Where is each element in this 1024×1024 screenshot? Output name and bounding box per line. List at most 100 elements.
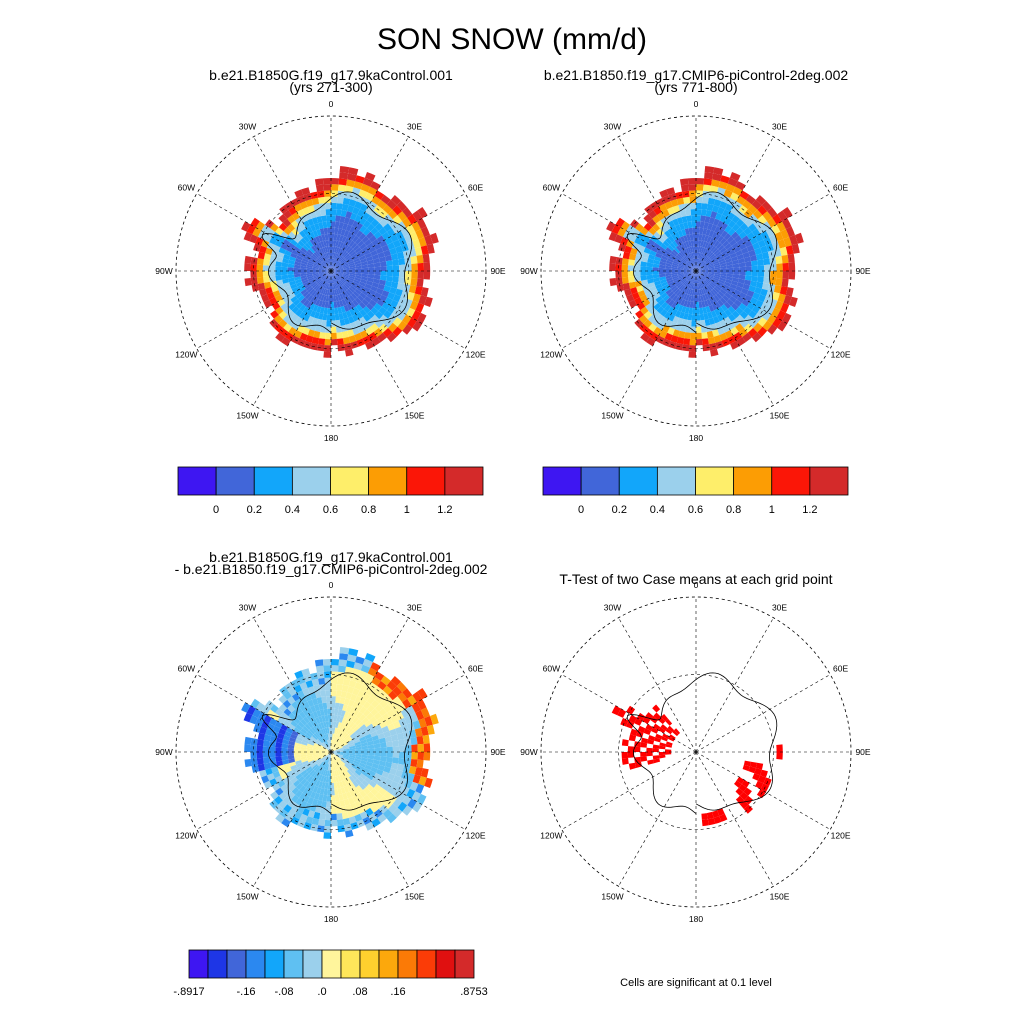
grid-cell — [362, 211, 371, 221]
grid-cell — [291, 211, 300, 221]
grid-cell — [728, 249, 736, 256]
grid-cell — [295, 217, 304, 226]
grid-cell — [343, 291, 349, 298]
grid-cell — [340, 710, 346, 717]
grid-cell — [662, 252, 670, 258]
grid-cell — [383, 730, 391, 738]
grid-cell — [685, 209, 692, 216]
grid-cell — [343, 785, 350, 793]
grid-cell — [295, 724, 303, 731]
grid-cell — [707, 274, 714, 278]
grid-cell — [341, 277, 348, 282]
grid-cell — [301, 741, 308, 746]
grid-cell — [730, 192, 740, 202]
grid-cell — [339, 653, 349, 661]
grid-cell — [313, 756, 320, 760]
grid-cell — [667, 255, 675, 261]
grid-cell — [774, 231, 784, 242]
grid-cell — [371, 776, 380, 784]
grid-cell — [294, 757, 302, 762]
grid-cell — [352, 771, 360, 779]
grid-cell — [714, 268, 721, 271]
grid-cell — [316, 257, 323, 263]
grid-cell — [341, 684, 349, 693]
grid-cell — [307, 721, 314, 729]
grid-cell — [347, 258, 354, 264]
grid-cell — [335, 728, 340, 735]
grid-cell — [704, 318, 711, 326]
grid-cell — [319, 787, 325, 795]
grid-cell — [339, 235, 344, 242]
grid-cell — [726, 271, 734, 275]
grid-cell — [676, 197, 685, 206]
grid-cell — [660, 243, 668, 250]
grid-cell — [418, 776, 427, 786]
grid-cell — [323, 708, 328, 716]
grid-cell — [366, 256, 373, 262]
grid-cell — [363, 701, 371, 710]
grid-cell — [306, 749, 313, 752]
grid-cell — [356, 195, 366, 204]
colorbar-tick-label: 0 — [213, 504, 219, 516]
grid-cell — [370, 766, 378, 773]
grid-cell — [364, 776, 372, 784]
grid-cell — [701, 281, 706, 288]
grid-cell — [691, 271, 696, 276]
grid-cell — [395, 230, 404, 240]
grid-cell — [384, 778, 393, 787]
grid-cell — [361, 298, 369, 307]
grid-cell — [365, 192, 375, 202]
grid-cell — [729, 252, 737, 259]
grid-cell — [312, 785, 319, 793]
grid-cell — [354, 682, 363, 691]
grid-cell — [717, 290, 725, 298]
grid-cell — [708, 267, 715, 270]
grid-cell — [318, 793, 324, 801]
grid-cell — [400, 305, 410, 315]
grid-cell — [735, 227, 744, 236]
grid-cell — [692, 301, 696, 309]
grid-cell — [652, 215, 661, 224]
grid-cell — [652, 274, 660, 279]
grid-cell — [666, 260, 673, 265]
grid-cell — [335, 756, 341, 761]
grid-cell — [713, 249, 720, 256]
grid-cell — [295, 782, 304, 790]
grid-cell — [342, 792, 348, 800]
grid-cell — [696, 252, 698, 259]
grid-cell — [284, 766, 292, 773]
grid-cell — [691, 252, 694, 259]
grid-cell — [347, 741, 355, 746]
grid-cell — [755, 281, 764, 289]
grid-cell — [761, 200, 772, 212]
grid-cell — [711, 303, 718, 311]
grid-cell — [336, 254, 341, 261]
grid-cell — [674, 238, 681, 246]
grid-cell — [683, 267, 690, 270]
grid-cell — [317, 256, 323, 263]
grid-cell — [675, 255, 682, 261]
grid-cell — [282, 720, 291, 728]
grid-cell — [326, 747, 331, 752]
grid-cell — [317, 760, 323, 767]
grid-cell — [347, 810, 355, 818]
grid-cell — [327, 714, 331, 722]
longitude-label: 90E — [490, 747, 505, 757]
grid-cell — [300, 800, 308, 809]
grid-cell — [384, 736, 393, 743]
grid-cell — [300, 728, 308, 735]
grid-cell — [713, 816, 722, 824]
grid-cell — [696, 266, 701, 271]
grid-cell — [731, 259, 739, 265]
grid-cell — [364, 239, 372, 247]
grid-cell — [314, 261, 321, 266]
grid-cell — [327, 283, 330, 290]
grid-cell — [345, 245, 351, 252]
grid-cell — [683, 222, 689, 230]
grid-cell — [271, 730, 279, 738]
grid-cell — [376, 728, 384, 735]
grid-cell — [755, 195, 767, 206]
grid-cell — [751, 199, 762, 210]
grid-cell — [391, 224, 401, 234]
grid-cell — [326, 740, 330, 747]
